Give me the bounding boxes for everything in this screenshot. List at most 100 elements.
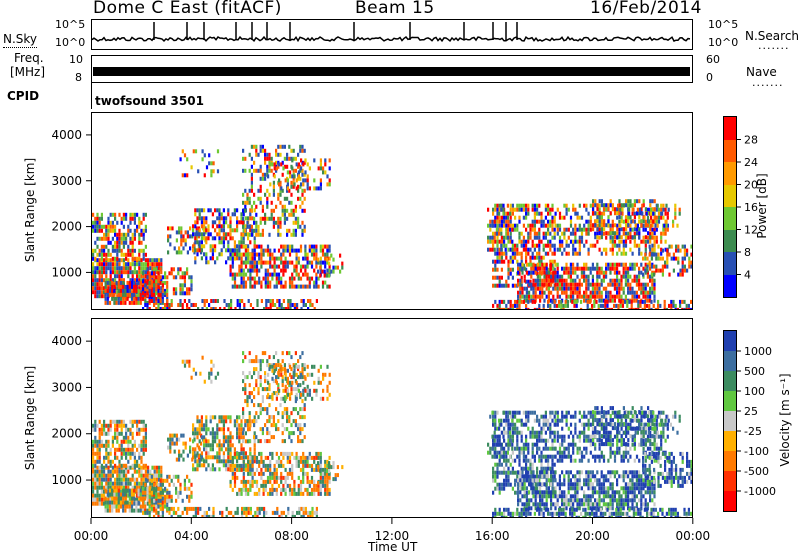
range-gate-cell	[553, 231, 556, 236]
range-gate-cell	[274, 303, 277, 307]
range-gate-cell	[518, 219, 521, 224]
range-gate-cell	[596, 215, 599, 220]
range-gate-cell	[242, 220, 245, 225]
range-gate-cell	[538, 255, 541, 260]
range-gate-cell	[248, 188, 251, 193]
range-gate-cell	[249, 240, 252, 245]
range-gate-cell	[196, 415, 199, 420]
range-gate-cell	[107, 248, 110, 253]
range-gate-cell	[109, 451, 112, 456]
range-gate-cell	[637, 303, 640, 308]
colorbar-segment	[724, 162, 736, 185]
range-gate-cell	[120, 240, 123, 245]
range-gate-cell	[242, 284, 245, 289]
range-gate-cell	[258, 280, 261, 285]
range-gate-cell	[142, 490, 145, 495]
range-gate-cell	[569, 270, 572, 275]
range-gate-cell	[131, 485, 134, 490]
range-gate-cell	[299, 284, 303, 289]
range-gate-cell	[117, 288, 120, 293]
range-gate-cell	[627, 278, 630, 283]
range-gate-cell	[643, 303, 646, 308]
range-gate-cell	[153, 501, 156, 506]
range-gate-cell	[266, 284, 270, 289]
range-gate-cell	[157, 299, 160, 303]
range-gate-cell	[505, 283, 508, 288]
range-gate-cell	[291, 284, 294, 289]
range-gate-cell	[297, 220, 300, 225]
range-gate-cell	[530, 294, 533, 299]
range-gate-cell	[253, 447, 256, 452]
range-gate-cell	[608, 307, 611, 312]
range-gate-cell	[247, 244, 250, 249]
range-gate-cell	[275, 479, 278, 484]
range-gate-cell	[500, 267, 503, 272]
range-gate-cell	[569, 278, 572, 283]
range-gate-cell	[253, 471, 256, 476]
range-gate-cell	[248, 371, 251, 376]
range-gate-cell	[676, 307, 679, 312]
range-gate-cell	[266, 196, 269, 201]
range-gate-cell	[663, 307, 666, 312]
range-gate-cell	[214, 455, 217, 460]
range-gate-cell	[605, 266, 608, 271]
range-gate-cell	[295, 186, 298, 191]
range-gate-cell	[103, 473, 106, 478]
range-gate-cell	[231, 443, 234, 448]
range-gate-cell	[255, 491, 259, 496]
range-gate-cell	[630, 299, 633, 304]
range-gate-cell	[242, 192, 245, 197]
range-gate-cell	[517, 262, 520, 267]
range-gate-cell	[259, 148, 262, 153]
range-gate-cell	[629, 231, 632, 236]
range-gate-cell	[244, 479, 248, 484]
range-gate-cell	[225, 415, 228, 420]
range-gate-cell	[633, 211, 636, 216]
range-gate-cell	[249, 483, 252, 488]
range-gate-cell	[542, 247, 545, 252]
range-gate-cell	[525, 215, 528, 220]
range-gate-cell	[100, 274, 103, 279]
range-gate-cell	[161, 296, 164, 301]
range-gate-cell	[122, 262, 125, 267]
range-gate-cell	[536, 294, 539, 299]
range-gate-cell	[583, 290, 586, 295]
range-gate-cell	[642, 239, 645, 244]
range-gate-cell	[269, 467, 272, 472]
range-gate-cell	[148, 494, 151, 499]
range-gate-cell	[602, 211, 606, 216]
range-gate-cell	[205, 307, 208, 311]
range-gate-cell	[315, 299, 318, 303]
range-gate-cell	[668, 244, 671, 249]
range-gate-cell	[209, 443, 212, 448]
range-gate-cell	[549, 223, 552, 228]
range-gate-cell	[249, 276, 252, 281]
range-gate-cell	[281, 204, 284, 209]
range-gate-cell	[266, 156, 269, 161]
range-gate-cell	[220, 236, 223, 241]
range-gate-cell	[266, 363, 269, 368]
range-gate-cell	[554, 223, 557, 228]
range-gate-cell	[207, 443, 210, 448]
range-gate-cell	[125, 270, 128, 275]
range-gate-cell	[205, 240, 208, 245]
range-gate-cell	[293, 303, 296, 307]
range-gate-cell	[627, 274, 630, 279]
range-gate-cell	[240, 272, 243, 277]
range-gate-cell	[297, 164, 300, 169]
range-gate-cell	[211, 435, 214, 440]
range-gate-cell	[288, 248, 292, 253]
colorbar-segment	[724, 139, 736, 162]
range-gate-cell	[244, 204, 247, 209]
range-gate-cell	[498, 303, 501, 308]
range-gate-cell	[622, 239, 625, 244]
range-gate-cell	[264, 152, 267, 157]
range-gate-cell	[616, 286, 619, 291]
range-gate-cell	[264, 260, 267, 265]
range-gate-cell	[141, 284, 145, 289]
range-gate-cell	[168, 482, 171, 487]
range-gate-cell	[596, 231, 599, 236]
range-gate-cell	[613, 243, 617, 248]
range-gate-cell	[179, 283, 182, 288]
range-gate-cell	[208, 153, 211, 158]
